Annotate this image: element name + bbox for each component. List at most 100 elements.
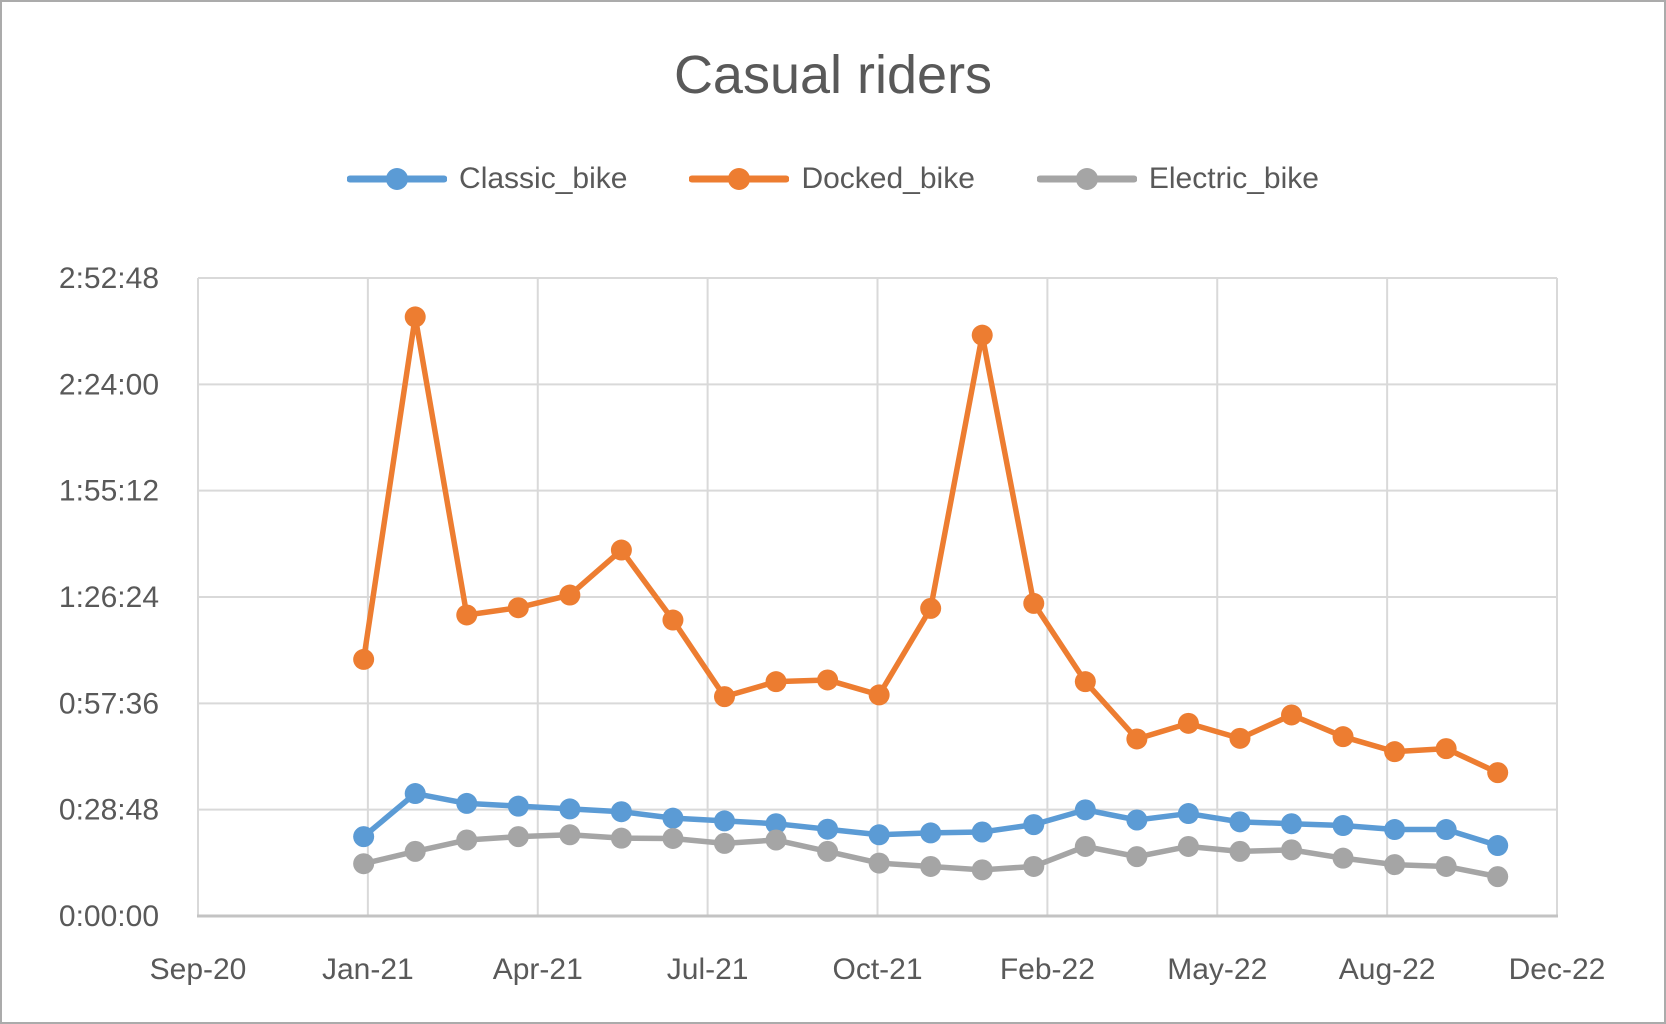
data-point-marker: [1332, 847, 1354, 869]
data-point-marker: [765, 813, 787, 835]
data-point-marker: [1177, 835, 1199, 857]
data-point-marker: [1281, 839, 1303, 861]
data-point-marker: [353, 648, 375, 670]
data-point-marker: [1487, 762, 1509, 784]
data-point-marker: [1487, 835, 1509, 857]
data-point-marker: [1332, 726, 1354, 748]
data-point-marker: [1229, 811, 1251, 833]
data-point-marker: [1281, 704, 1303, 726]
data-point-marker: [971, 859, 993, 881]
data-point-marker: [1023, 855, 1045, 877]
data-point-marker: [1384, 819, 1406, 841]
data-point-marker: [610, 827, 632, 849]
data-point-marker: [507, 795, 529, 817]
legend-item-Docked_bike[interactable]: Docked_bike: [689, 162, 975, 196]
data-point-marker: [1384, 741, 1406, 763]
data-point-marker: [404, 783, 426, 805]
data-point-marker: [507, 597, 529, 619]
data-point-marker: [1126, 809, 1148, 831]
data-point-marker: [713, 686, 735, 708]
y-tick-label: 2:24:00: [59, 368, 159, 401]
x-tick-label: Sep-20: [150, 953, 247, 986]
y-tick-label: 0:28:48: [59, 794, 159, 827]
data-point-marker: [1384, 854, 1406, 876]
y-tick-label: 0:57:36: [59, 687, 159, 720]
data-point-marker: [1435, 855, 1457, 877]
data-point-marker: [456, 604, 478, 626]
data-point-marker: [713, 832, 735, 854]
data-point-marker: [353, 826, 375, 848]
data-point-marker: [920, 855, 942, 877]
data-point-marker: [1023, 592, 1045, 614]
data-point-marker: [1023, 814, 1045, 836]
data-point-marker: [713, 810, 735, 832]
data-point-marker: [868, 824, 890, 846]
legend-item-Classic_bike[interactable]: Classic_bike: [347, 162, 627, 196]
data-point-marker: [971, 821, 993, 843]
x-tick-label: Jan-21: [322, 953, 414, 986]
data-point-marker: [1229, 840, 1251, 862]
data-point-marker: [817, 818, 839, 840]
series-Classic_bike[interactable]: [353, 783, 1509, 857]
data-point-marker: [1435, 738, 1457, 760]
data-point-marker: [662, 827, 684, 849]
chart-title: Casual riders: [673, 45, 993, 105]
legend-dot: [1075, 168, 1098, 190]
data-point-marker: [1074, 671, 1096, 693]
data-point-marker: [404, 306, 426, 328]
x-tick-label: Jul-21: [667, 953, 749, 986]
data-point-marker: [1332, 815, 1354, 837]
y-tick-label: 0:00:00: [59, 900, 159, 933]
legend-marker-icon: [347, 168, 448, 190]
y-tick-label: 1:55:12: [59, 475, 159, 508]
data-point-marker: [765, 671, 787, 693]
data-point-marker: [456, 829, 478, 851]
legend-item-Electric_bike[interactable]: Electric_bike: [1036, 162, 1319, 196]
data-point-marker: [765, 829, 787, 851]
data-point-marker: [1126, 728, 1148, 750]
data-point-marker: [662, 807, 684, 829]
data-point-marker: [1177, 803, 1199, 825]
data-point-marker: [1074, 799, 1096, 821]
y-axis-labels: 0:00:00 0:28:48 0:57:36 1:26:24 1:55:12 2:24:…: [59, 262, 159, 933]
data-point-marker: [1074, 835, 1096, 857]
data-point-marker: [1229, 727, 1251, 749]
y-tick-label: 2:52:48: [59, 262, 159, 295]
legend-label: Classic_bike: [459, 162, 628, 195]
data-point-marker: [1435, 819, 1457, 841]
data-point-marker: [559, 584, 581, 606]
y-tick-label: 1:26:24: [59, 581, 159, 614]
data-point-marker: [1487, 866, 1509, 888]
x-tick-label: Feb-22: [1000, 953, 1095, 986]
data-point-marker: [353, 853, 375, 875]
x-tick-label: Apr-21: [493, 953, 583, 986]
data-point-marker: [1281, 813, 1303, 835]
legend-dot: [386, 168, 409, 190]
data-point-marker: [817, 840, 839, 862]
data-point-marker: [559, 798, 581, 820]
legend-marker-icon: [1036, 168, 1137, 190]
data-point-marker: [920, 822, 942, 844]
data-point-marker: [1177, 712, 1199, 734]
data-point-marker: [971, 324, 993, 346]
data-point-marker: [920, 597, 942, 619]
series-Docked_bike[interactable]: [353, 306, 1509, 784]
legend-label: Electric_bike: [1148, 162, 1319, 195]
data-point-marker: [456, 792, 478, 814]
data-point-marker: [662, 609, 684, 631]
x-tick-label: Oct-21: [832, 953, 922, 986]
gridlines: [197, 277, 1558, 917]
data-point-marker: [507, 826, 529, 848]
x-tick-label: May-22: [1167, 953, 1267, 986]
x-tick-label: Dec-22: [1509, 953, 1606, 986]
series-Electric_bike[interactable]: [353, 824, 1509, 888]
x-axis-labels: Sep-20 Jan-21 Apr-21 Jul-21 Oct-21 Feb-22 May-…: [150, 953, 1606, 986]
legend-marker-icon: [689, 168, 790, 190]
data-point-marker: [1126, 846, 1148, 868]
data-point-marker: [610, 539, 632, 561]
data-point-marker: [404, 840, 426, 862]
data-point-marker: [817, 669, 839, 691]
data-point-marker: [868, 852, 890, 874]
